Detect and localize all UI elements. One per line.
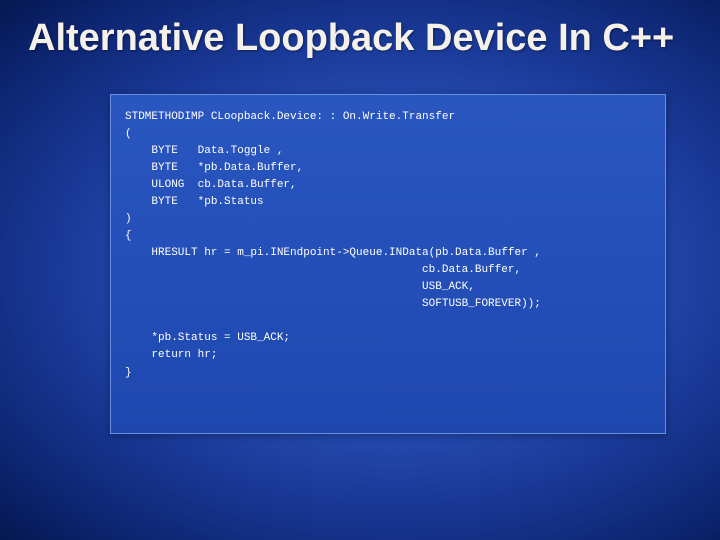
code-content: STDMETHODIMP CLoopback.Device: : On.Writ… <box>125 109 651 382</box>
code-block: STDMETHODIMP CLoopback.Device: : On.Writ… <box>110 94 666 434</box>
slide: Alternative Loopback Device In C++ STDME… <box>0 0 720 540</box>
slide-title: Alternative Loopback Device In C++ <box>28 18 692 60</box>
